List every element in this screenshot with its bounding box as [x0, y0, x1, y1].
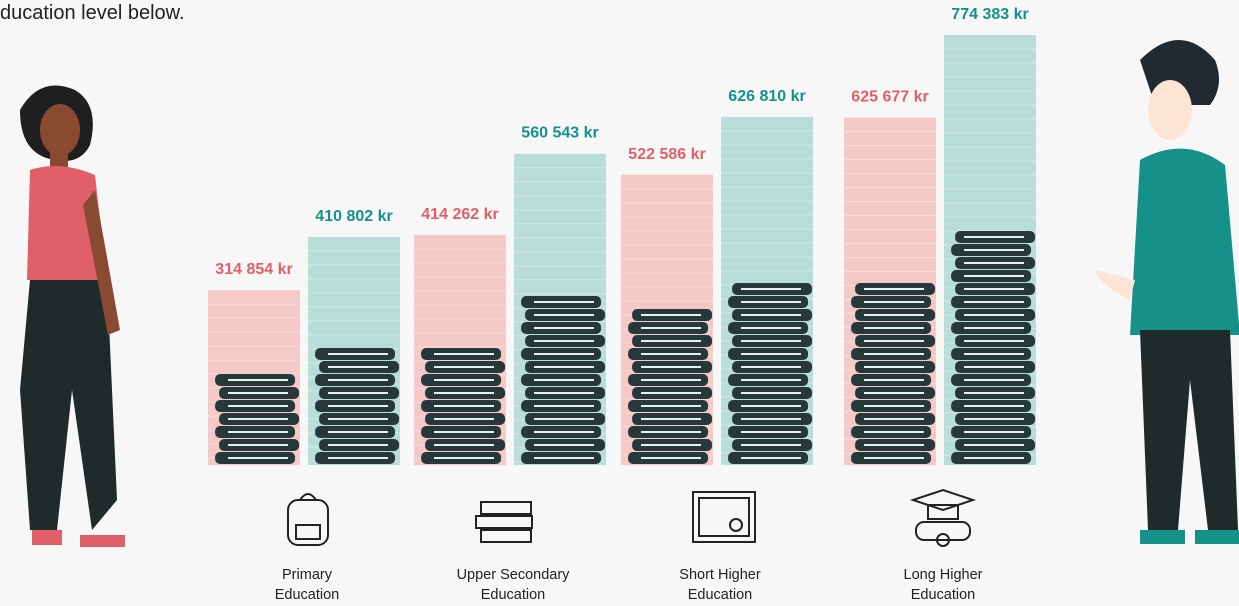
man-illustration: [1095, 40, 1239, 544]
value-label: 314 854 kr: [215, 261, 292, 278]
category-icons: [287, 488, 977, 547]
category-label: Long Higher Education: [903, 567, 983, 603]
value-label: 626 810 kr: [728, 88, 805, 105]
value-label: 625 677 kr: [851, 89, 928, 106]
value-label: 522 586 kr: [628, 146, 705, 163]
value-label: 560 543 kr: [521, 125, 598, 142]
category-label: Primary Education: [274, 567, 340, 603]
value-label: 414 262 kr: [421, 206, 498, 223]
value-label: 410 802 kr: [315, 208, 392, 225]
category-label: Upper Secondary Education: [456, 567, 570, 603]
value-label: 774 383 kr: [951, 6, 1028, 23]
subtitle: ducation level below.: [0, 2, 185, 24]
category-label: Short Higher Education: [679, 567, 761, 603]
woman-illustration: [20, 85, 125, 547]
